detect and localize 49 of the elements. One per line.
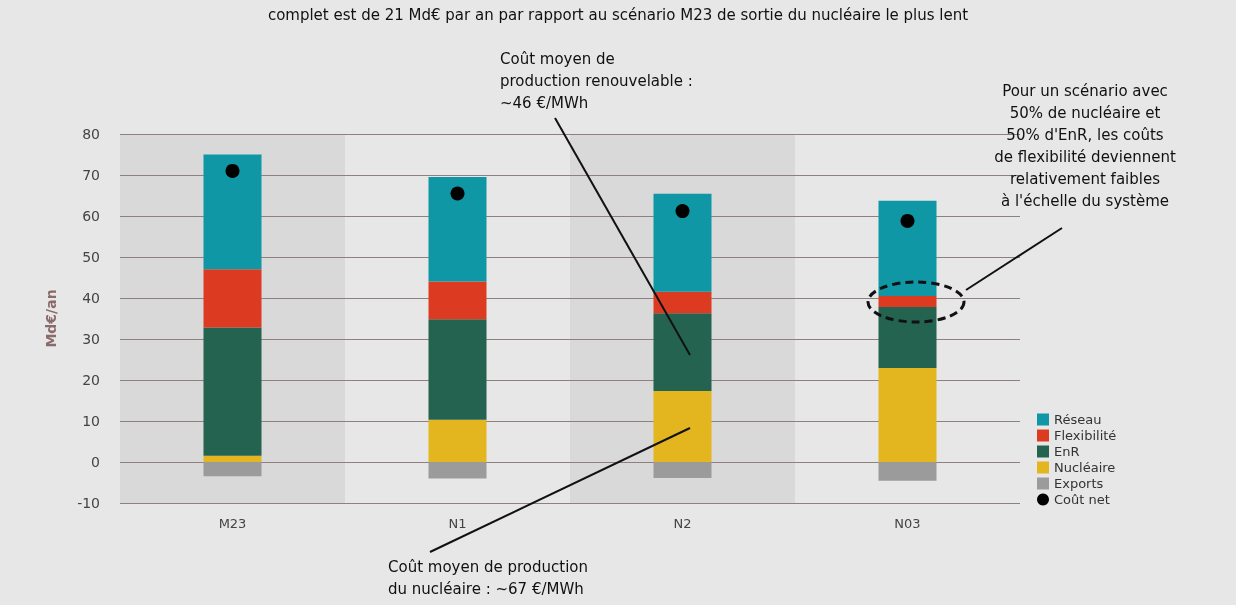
y-tick-label: 20 [82, 372, 100, 388]
y-tick-label: 40 [82, 290, 100, 306]
legend-label: Coût net [1054, 492, 1110, 507]
bar [653, 462, 712, 478]
legend-label: Flexibilité [1054, 428, 1117, 443]
x-tick-label: N2 [673, 516, 692, 531]
legend-label: Réseau [1054, 412, 1102, 427]
bar [653, 193, 712, 292]
bar [203, 269, 262, 328]
y-tick-label: 60 [82, 208, 100, 224]
legend-label: Exports [1054, 476, 1104, 491]
point [900, 213, 915, 228]
bar [428, 177, 487, 282]
bar [428, 419, 487, 462]
bar [203, 327, 262, 456]
x-tick-label: M23 [218, 516, 247, 531]
point [225, 163, 240, 178]
x-tick-label: N1 [448, 516, 467, 531]
bar [878, 295, 937, 308]
x-tick-label: N03 [894, 516, 921, 531]
y-tick-label: 10 [82, 413, 100, 429]
bar [428, 281, 487, 320]
y-tick-label: 0 [91, 454, 100, 470]
text: complet est de 21 Md€ par an par rapport au scénario M23 de sortie du nucléaire le plus lent [267, 6, 969, 24]
bar [203, 455, 262, 462]
point [675, 204, 690, 219]
point [450, 186, 465, 201]
legend-label: EnR [1054, 444, 1080, 459]
bar [428, 319, 487, 420]
y-axis-title: Md€/an [43, 289, 59, 348]
bar [653, 313, 712, 392]
y-tick-label: 80 [82, 126, 100, 142]
bar [203, 154, 262, 270]
text: Coût moyen de production du nucléaire : ~67 €/MWh [388, 558, 589, 598]
bar [653, 391, 712, 462]
y-tick-label: 50 [82, 249, 100, 265]
bar [203, 462, 262, 477]
y-tick-label: 30 [82, 331, 100, 347]
legend-label: Nucléaire [1054, 460, 1116, 475]
bar [878, 200, 937, 296]
bar [878, 307, 937, 369]
text: Coût moyen de production renouvelable : ~46 €/MWh [500, 50, 693, 112]
bar [878, 368, 937, 462]
annotation: Pour un scénario avec 50% de nucléaire et 50% d'EnR, les coûts de flexibilité deviennent relativement faibles à l'échelle du système [994, 82, 1176, 210]
bar [428, 462, 487, 479]
bar [878, 462, 937, 481]
bar [653, 291, 712, 314]
y-tick-label: -10 [77, 495, 100, 511]
y-tick-label: 70 [82, 167, 100, 183]
